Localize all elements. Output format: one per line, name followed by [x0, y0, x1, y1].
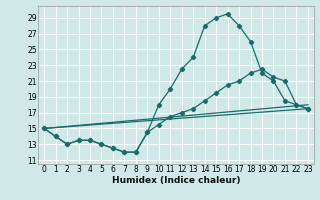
X-axis label: Humidex (Indice chaleur): Humidex (Indice chaleur) [112, 176, 240, 185]
